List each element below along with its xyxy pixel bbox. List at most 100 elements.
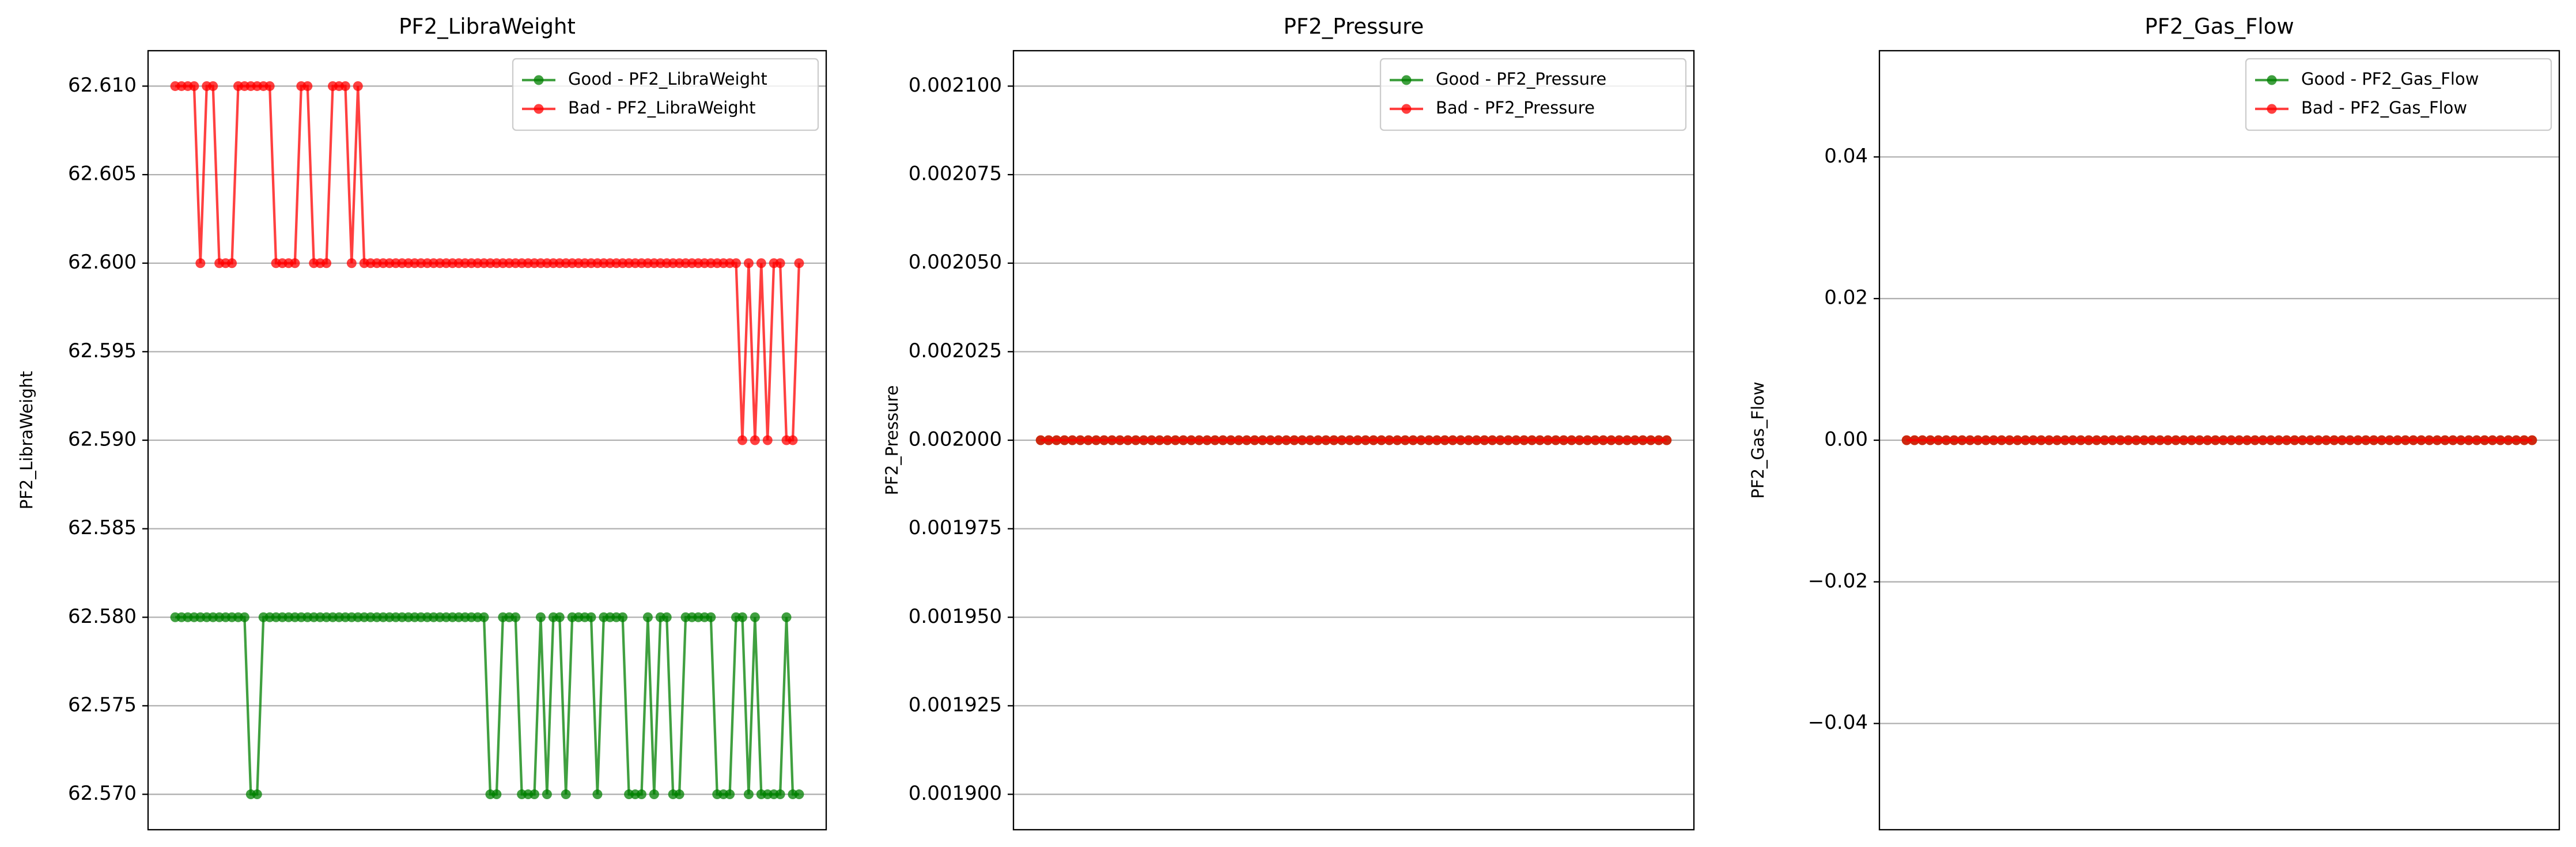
data-point <box>2400 435 2411 445</box>
legend-label: Good - PF2_Gas_Flow <box>2301 69 2479 89</box>
y-tick-label: 0.001925 <box>909 693 1002 716</box>
data-point <box>2178 435 2189 445</box>
data-point <box>1218 435 1228 445</box>
data-point <box>2234 435 2244 445</box>
y-axis-label: PF2_LibraWeight <box>17 371 36 509</box>
data-point <box>2416 435 2426 445</box>
data-point <box>2495 435 2506 445</box>
data-point <box>2511 435 2521 445</box>
y-tick-label: 0.001975 <box>909 516 1002 539</box>
data-point <box>2060 435 2070 445</box>
data-point <box>2068 435 2078 445</box>
data-point <box>1503 435 1514 445</box>
data-point <box>510 612 521 622</box>
data-point <box>1432 435 1442 445</box>
data-point <box>302 81 313 91</box>
data-point <box>674 789 684 800</box>
data-point <box>775 789 785 800</box>
data-point <box>561 789 571 800</box>
data-point <box>1273 435 1284 445</box>
data-point <box>1662 435 1672 445</box>
data-point <box>2432 435 2442 445</box>
data-point <box>592 789 603 800</box>
data-point <box>340 81 350 91</box>
data-point <box>1138 435 1149 445</box>
axes-frame <box>1878 50 2560 831</box>
data-point <box>1329 435 1339 445</box>
data-point <box>1360 435 1371 445</box>
data-point <box>2369 435 2379 445</box>
data-point <box>2297 435 2308 445</box>
legend-box <box>2245 58 2552 131</box>
y-tick-label: 0.02 <box>1824 286 1868 309</box>
data-point <box>1202 435 1212 445</box>
data-point <box>2479 435 2490 445</box>
y-tick-label: 62.575 <box>68 693 137 716</box>
data-point <box>1305 435 1315 445</box>
data-point <box>618 612 628 622</box>
chart-title: PF2_Gas_Flow <box>2144 14 2294 39</box>
y-tick-label: 0.002000 <box>909 428 1002 451</box>
data-point <box>1352 435 1363 445</box>
data-point <box>1590 435 1601 445</box>
data-point <box>1384 435 1394 445</box>
data-point <box>1170 435 1181 445</box>
axes-frame <box>147 50 827 831</box>
data-point <box>1321 435 1331 445</box>
data-point <box>743 258 754 269</box>
data-point <box>1035 435 1046 445</box>
y-tick-label: 0.002100 <box>909 74 1002 97</box>
y-tick-label: 62.570 <box>68 782 137 805</box>
y-tick-label: 0.00 <box>1824 428 1868 451</box>
data-point <box>2147 435 2157 445</box>
data-point <box>2424 435 2434 445</box>
legend-label: Good - PF2_Pressure <box>1436 69 1606 89</box>
data-point <box>2115 435 2125 445</box>
data-point <box>750 612 760 622</box>
legend-label: Bad - PF2_Gas_Flow <box>2301 98 2467 118</box>
data-point <box>661 612 672 622</box>
chart-title: PF2_LibraWeight <box>399 14 576 39</box>
data-point <box>2384 435 2395 445</box>
data-point <box>1194 435 1204 445</box>
data-point <box>1495 435 1505 445</box>
data-point <box>1250 435 1260 445</box>
data-point <box>2448 435 2458 445</box>
data-point <box>2503 435 2514 445</box>
data-point <box>2258 435 2268 445</box>
data-point <box>2139 435 2149 445</box>
data-point <box>2408 435 2419 445</box>
data-point <box>1099 435 1109 445</box>
data-point <box>1646 435 1656 445</box>
data-point <box>2487 435 2498 445</box>
data-point <box>1123 435 1133 445</box>
data-point <box>2202 435 2212 445</box>
data-point <box>1376 435 1387 445</box>
data-point <box>1115 435 1125 445</box>
data-point <box>1463 435 1474 445</box>
data-point <box>1297 435 1307 445</box>
data-point <box>1400 435 1410 445</box>
data-point <box>2290 435 2300 445</box>
data-point <box>2076 435 2086 445</box>
data-point <box>2052 435 2062 445</box>
data-point <box>2265 435 2276 445</box>
data-point <box>2321 435 2332 445</box>
y-tick-label: 0.002025 <box>909 339 1002 362</box>
data-point <box>1901 435 1912 445</box>
y-tick-label: 0.001950 <box>909 605 1002 628</box>
y-tick-label: 62.595 <box>68 339 137 362</box>
axes-frame <box>1012 50 1695 831</box>
data-point <box>2036 435 2047 445</box>
data-point <box>1265 435 1276 445</box>
y-axis-label: PF2_Gas_Flow <box>1748 381 1768 498</box>
data-point <box>1155 435 1165 445</box>
legend-marker <box>1401 104 1412 114</box>
data-point <box>2155 435 2165 445</box>
y-tick-label: −0.04 <box>1808 711 1868 734</box>
data-point <box>586 612 596 622</box>
data-point <box>2218 435 2229 445</box>
data-point <box>1917 435 1928 445</box>
data-point <box>1925 435 1935 445</box>
